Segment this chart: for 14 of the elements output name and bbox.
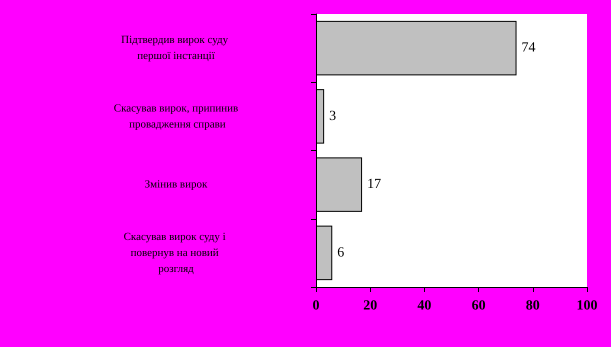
x-tick-label: 100 — [576, 298, 598, 314]
y-tick-label: Скасував вирок, припинив провадження справи — [114, 102, 238, 130]
y-tick-label: Підтвердив вирок суду першої інстанції — [121, 34, 231, 62]
data-label: 6 — [337, 245, 344, 260]
x-tick-label: 20 — [363, 298, 378, 314]
y-tick-label: Скасував вирок суду і повернув на новий розгляд — [124, 230, 228, 275]
y-tick-label: Змінив вирок — [144, 178, 208, 191]
data-label: 17 — [367, 177, 382, 192]
x-tick-label: 0 — [312, 298, 320, 314]
x-tick-label: 80 — [526, 298, 540, 314]
x-tick-label: 40 — [417, 298, 432, 314]
data-label: 3 — [329, 108, 336, 124]
x-tick-label: 60 — [472, 298, 486, 314]
data-label: 74 — [522, 40, 536, 56]
